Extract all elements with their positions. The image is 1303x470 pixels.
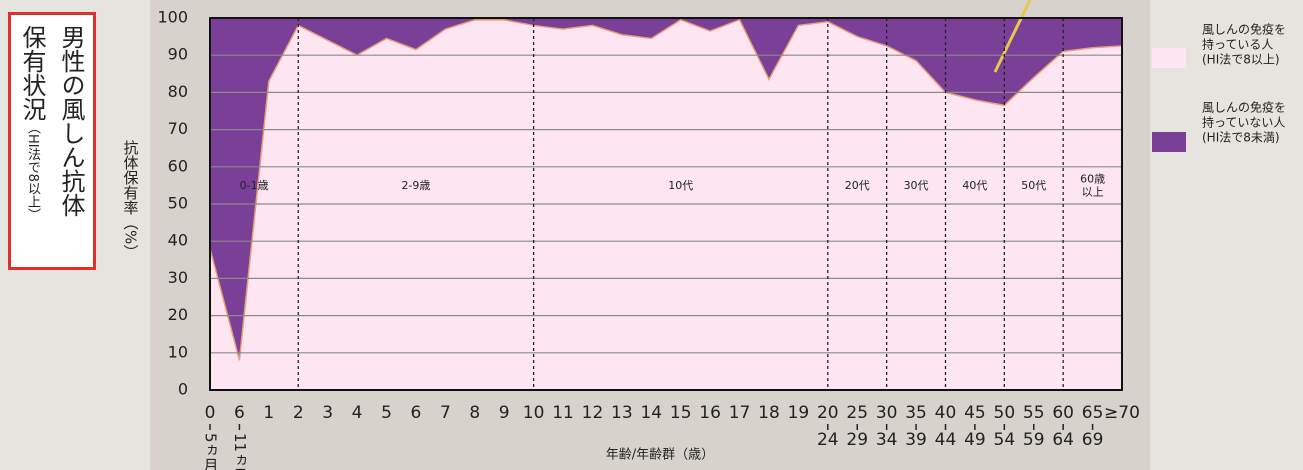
x-tick-label: 10 xyxy=(523,403,545,423)
x-tick-label-2: 54 xyxy=(994,430,1016,450)
x-tick-label: 9 xyxy=(499,403,510,423)
legend-label: (HI法で8以上) xyxy=(1202,53,1280,67)
x-tick-label: 4 xyxy=(352,403,363,423)
x-tick-label-2: 44 xyxy=(935,430,957,450)
x-tick-label-2: 64 xyxy=(1052,430,1074,450)
x-tick-label: ≥70 xyxy=(1104,403,1140,423)
chart: 01020304050607080901000-1歳2-9歳10代20代30代4… xyxy=(0,0,1303,470)
group-label: 40代 xyxy=(962,179,987,192)
legend-swatch xyxy=(1152,132,1186,152)
x-tick-label: 7 xyxy=(440,403,451,423)
x-tick-label: 5 xyxy=(381,403,392,423)
group-label: 20代 xyxy=(845,179,870,192)
x-tick-label: 15 xyxy=(670,403,692,423)
x-tick-label: 11 xyxy=(552,403,574,423)
x-tick-label: 20 xyxy=(817,403,839,423)
y-tick-label: 30 xyxy=(168,268,188,287)
group-label: 30代 xyxy=(904,179,929,192)
x-tick-label: 30 xyxy=(876,403,898,423)
legend-label: 持っている人 xyxy=(1202,37,1273,52)
page: 男性の風しん抗体 保有状況（HI法で8以上） 01020304050607080… xyxy=(0,0,1303,470)
y-tick-label: 0 xyxy=(178,380,188,399)
y-tick-label: 40 xyxy=(168,231,188,250)
x-tick-label: 14 xyxy=(640,403,662,423)
x-tick-label: 35 xyxy=(905,403,927,423)
x-axis-label: 年齢/年齢群（歳） xyxy=(606,448,714,463)
y-tick-label: 60 xyxy=(168,156,188,175)
x-tick-label: 0 xyxy=(205,403,216,423)
x-tick-label: 50 xyxy=(994,403,1016,423)
x-tick-label: 17 xyxy=(729,403,751,423)
x-tick-label-2: 5ヵ月 xyxy=(202,433,220,470)
y-tick-label: 90 xyxy=(168,45,188,64)
y-tick-label: 80 xyxy=(168,82,188,101)
legend-swatch xyxy=(1152,48,1186,68)
legend-label: (HI法で8未満) xyxy=(1202,131,1280,145)
y-tick-label: 70 xyxy=(168,119,188,138)
x-tick-label: 16 xyxy=(699,403,721,423)
group-label: 60歳 xyxy=(1080,173,1105,186)
x-tick-label-2: 34 xyxy=(876,430,898,450)
x-tick-label: 6 xyxy=(234,403,245,423)
x-tick-label-2: 39 xyxy=(905,430,927,450)
x-tick-label: 12 xyxy=(582,403,604,423)
x-tick-label: 1 xyxy=(263,403,274,423)
x-tick-label: 60 xyxy=(1052,403,1074,423)
group-label: 0-1歳 xyxy=(240,179,269,192)
group-label: 以上 xyxy=(1082,186,1104,199)
x-tick-label: 19 xyxy=(788,403,810,423)
y-tick-label: 20 xyxy=(168,305,188,324)
x-tick-label: 13 xyxy=(611,403,633,423)
x-tick-label: 65 xyxy=(1082,403,1104,423)
y-tick-label: 50 xyxy=(168,194,188,213)
x-tick-label: 25 xyxy=(846,403,868,423)
group-label: 2-9歳 xyxy=(401,179,430,192)
legend-label: 風しんの免疫を xyxy=(1202,22,1286,37)
x-tick-label-2: 11ヵ月 xyxy=(231,433,249,470)
x-tick-label-2: 59 xyxy=(1023,430,1045,450)
y-tick-label: 100 xyxy=(157,8,188,27)
group-label: 50代 xyxy=(1021,179,1046,192)
x-tick-label: 8 xyxy=(469,403,480,423)
y-tick-label: 10 xyxy=(168,342,188,361)
x-tick-label: 40 xyxy=(935,403,957,423)
x-tick-label-2: 49 xyxy=(964,430,986,450)
y-axis-label: 抗体保有率（%） xyxy=(122,140,140,259)
legend-label: 風しんの免疫を xyxy=(1202,100,1286,115)
group-label: 10代 xyxy=(668,179,693,192)
x-tick-label-2: 24 xyxy=(817,430,839,450)
x-tick-label: 6 xyxy=(411,403,422,423)
x-tick-label: 18 xyxy=(758,403,780,423)
legend-label: 持っていない人 xyxy=(1202,115,1285,130)
x-tick-label: 55 xyxy=(1023,403,1045,423)
x-tick-label: 3 xyxy=(322,403,333,423)
x-tick-label: 2 xyxy=(293,403,304,423)
x-tick-label-2: 69 xyxy=(1082,430,1104,450)
x-tick-label-2: 29 xyxy=(846,430,868,450)
x-tick-label: 45 xyxy=(964,403,986,423)
